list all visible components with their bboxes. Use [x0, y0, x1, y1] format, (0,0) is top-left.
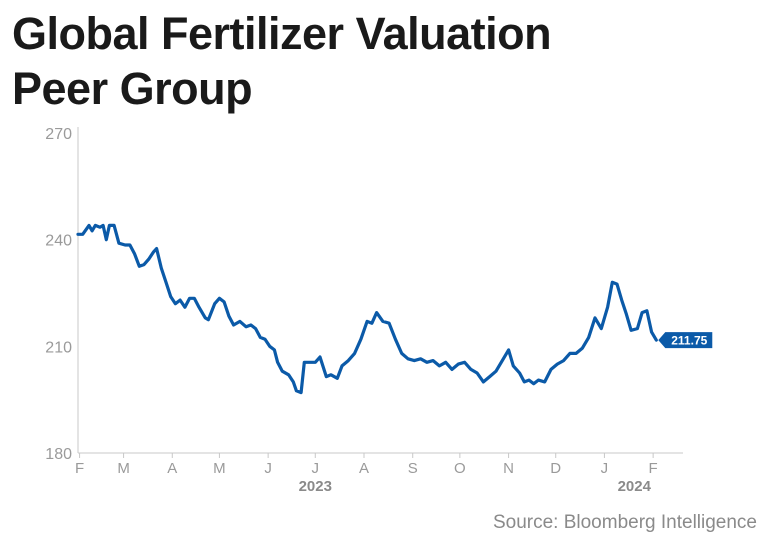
x-tick-label: D — [550, 460, 561, 477]
x-tick-label: J — [264, 460, 272, 477]
x-tick-label: M — [213, 460, 226, 477]
last-value-tag — [658, 332, 713, 349]
y-tick-label: 240 — [45, 233, 72, 250]
x-tick-label: M — [117, 460, 130, 477]
x-tick-label: A — [359, 460, 369, 477]
chart-title: Global Fertilizer Valuation Peer Group — [12, 6, 552, 116]
source-note: Source: Bloomberg Intelligence — [492, 512, 757, 533]
chart-title-line-2: Peer Group — [12, 63, 253, 114]
year-label: 2024 — [618, 478, 652, 495]
chart-title-line-1: Global Fertilizer Valuation — [12, 8, 552, 59]
x-tick-label: S — [408, 460, 418, 477]
x-tick-label: N — [503, 460, 514, 477]
y-tick-label: 210 — [45, 339, 72, 356]
x-tick-label: O — [454, 460, 466, 477]
year-label: 2023 — [299, 478, 332, 495]
x-tick-label: J — [601, 460, 609, 477]
y-tick-label: 270 — [45, 126, 72, 143]
last-value-label: 211.75 — [671, 334, 707, 348]
x-tick-label: J — [312, 460, 320, 477]
x-tick-label: A — [167, 460, 177, 477]
x-tick-label: F — [75, 460, 84, 477]
y-tick-label: 180 — [45, 446, 72, 463]
series-line — [76, 223, 658, 395]
x-tick-label: F — [649, 460, 658, 477]
